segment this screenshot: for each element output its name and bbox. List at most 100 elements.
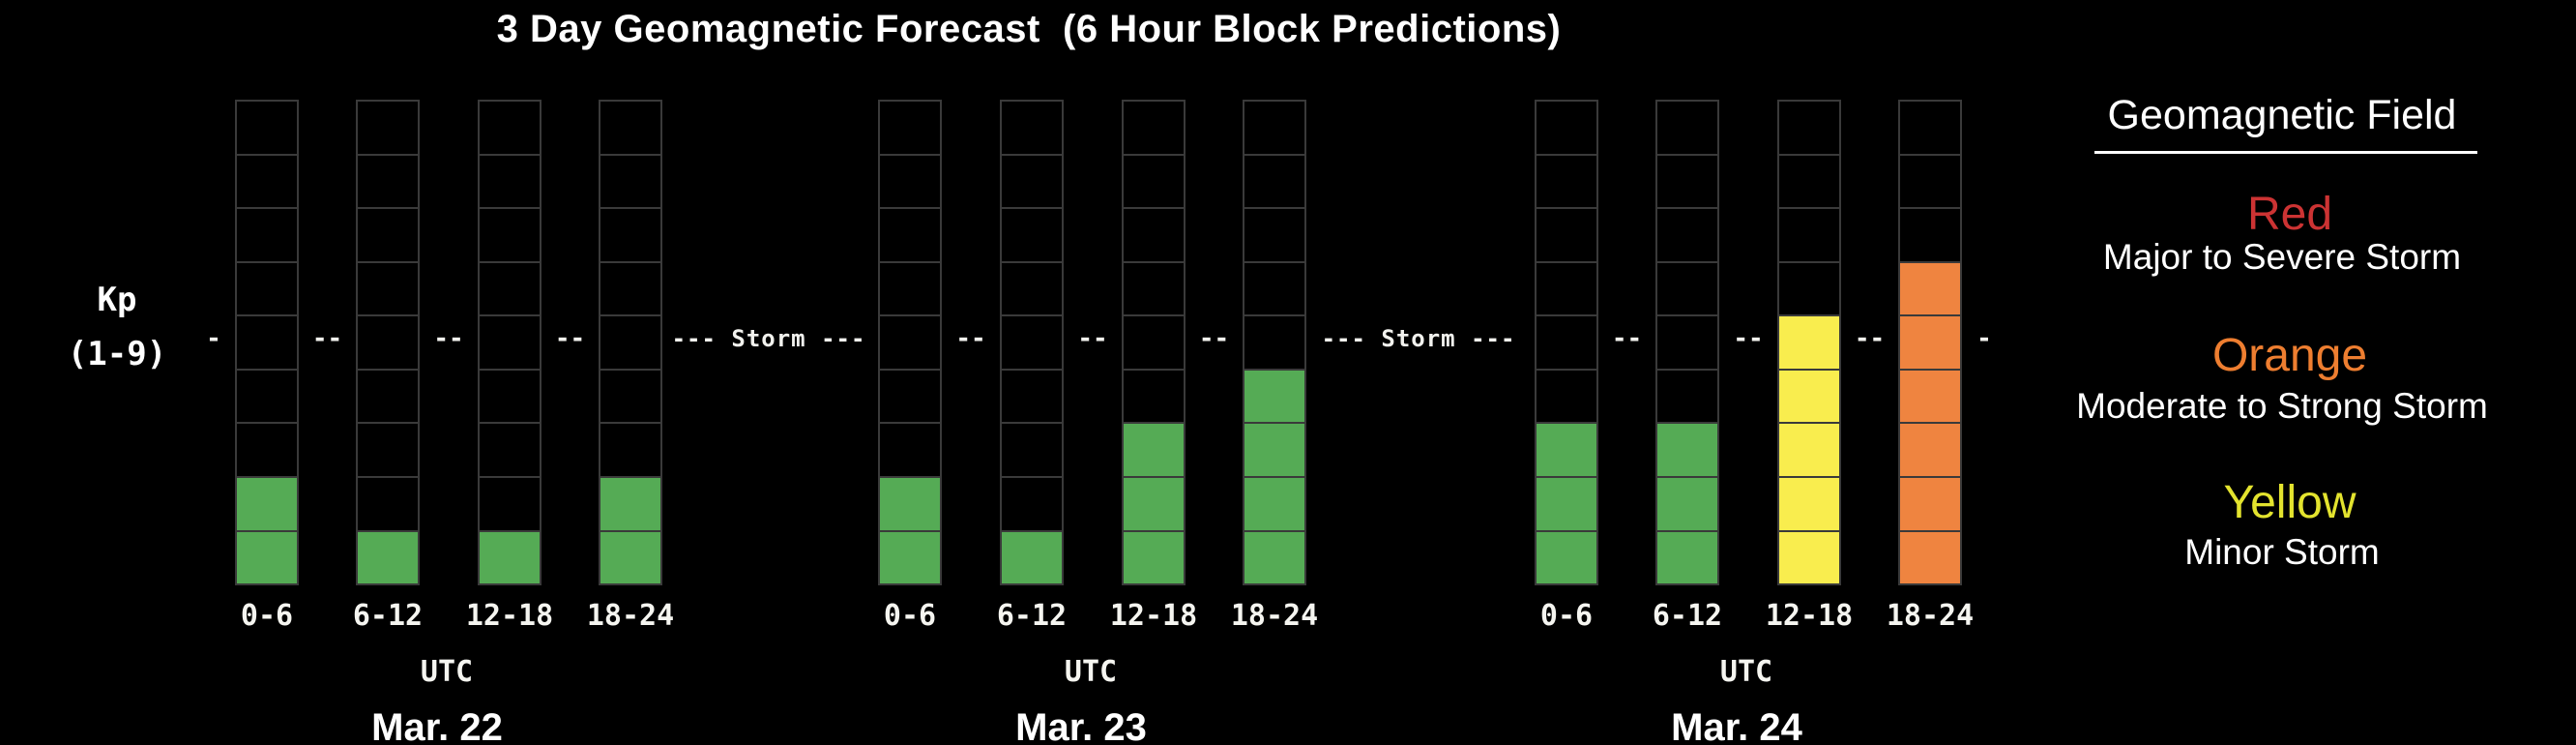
kp-cell: [1002, 531, 1062, 584]
kp-cell: [600, 371, 660, 425]
kp-cell: [1244, 370, 1304, 425]
storm-level-dash: --: [554, 324, 586, 353]
hour-block-label: 6-12: [352, 599, 424, 633]
kp-cell: [880, 477, 940, 532]
storm-level-dash: --: [311, 324, 343, 353]
kp-cell: [358, 531, 418, 584]
kp-cell: [1244, 263, 1304, 317]
kp-cell: [1124, 156, 1184, 210]
kp-cell: [1900, 477, 1960, 532]
kp-cell: [1124, 263, 1184, 317]
kp-cell: [1900, 316, 1960, 371]
kp-cell: [1124, 531, 1184, 584]
kp-bar-day3-12-18: [1777, 100, 1841, 585]
kp-cell: [1244, 316, 1304, 371]
kp-cell: [237, 209, 297, 263]
kp-cell: [1002, 478, 1062, 532]
legend-red-description: Major to Severe Storm: [2102, 237, 2462, 277]
kp-cell: [1657, 209, 1717, 263]
kp-cell: [1537, 371, 1596, 425]
kp-cell: [480, 478, 540, 532]
storm-level-dash: --: [1611, 324, 1643, 353]
legend-yellow-label: Yellow: [2223, 477, 2356, 528]
hour-block-label: 0-6: [1539, 599, 1594, 633]
kp-cell: [600, 316, 660, 371]
kp-cell: [1002, 102, 1062, 156]
chart-title: 3 Day Geomagnetic Forecast (6 Hour Block…: [496, 8, 1562, 50]
kp-bar-day3-0-6: [1535, 100, 1598, 585]
storm-level-dash: --: [1733, 324, 1764, 353]
kp-bar-day2-12-18: [1122, 100, 1186, 585]
utc-label: UTC: [1064, 655, 1118, 689]
kp-cell: [1244, 531, 1304, 584]
kp-cell: [237, 424, 297, 478]
kp-cell: [880, 102, 940, 156]
hour-block-label: 12-18: [1109, 599, 1198, 633]
kp-bar-day3-18-24: [1898, 100, 1962, 585]
legend-orange-label: Orange: [2211, 330, 2368, 381]
hour-block-label: 0-6: [240, 599, 294, 633]
kp-cell: [237, 263, 297, 317]
storm-level-dash-leading: -: [206, 324, 221, 353]
kp-bar-day3-6-12: [1655, 100, 1719, 585]
hour-block-label: 6-12: [1652, 599, 1723, 633]
kp-cell: [880, 156, 940, 210]
kp-cell: [1537, 477, 1596, 532]
kp-cell: [1900, 209, 1960, 263]
kp-cell: [358, 263, 418, 317]
legend-red-label: Red: [2246, 189, 2333, 240]
kp-cell: [880, 209, 940, 263]
kp-cell: [1244, 477, 1304, 532]
kp-cell: [600, 209, 660, 263]
kp-cell: [480, 209, 540, 263]
kp-cell: [1900, 262, 1960, 317]
kp-cell: [1657, 156, 1717, 210]
storm-level-dash: --: [1198, 324, 1230, 353]
kp-cell: [1900, 424, 1960, 478]
kp-cell: [600, 156, 660, 210]
kp-cell: [237, 102, 297, 156]
kp-cell: [1779, 156, 1839, 210]
legend-heading: Geomagnetic Field: [2107, 92, 2457, 138]
kp-cell: [600, 102, 660, 156]
kp-cell: [600, 477, 660, 532]
kp-cell: [1002, 156, 1062, 210]
legend-orange-description: Moderate to Strong Storm: [2076, 386, 2488, 426]
kp-cell: [1657, 263, 1717, 317]
kp-cell: [1537, 156, 1596, 210]
kp-cell: [1244, 156, 1304, 210]
kp-cell: [1657, 424, 1717, 478]
kp-cell: [480, 102, 540, 156]
kp-cell: [1124, 477, 1184, 532]
date-label: Mar. 23: [1015, 706, 1147, 745]
kp-cell: [1244, 102, 1304, 156]
storm-level-label: --- Storm ---: [671, 325, 866, 352]
kp-cell: [1779, 477, 1839, 532]
kp-cell: [1657, 316, 1717, 371]
kp-cell: [600, 263, 660, 317]
kp-cell: [1779, 424, 1839, 478]
kp-cell: [1244, 209, 1304, 263]
kp-cell: [358, 478, 418, 532]
kp-cell: [1124, 102, 1184, 156]
kp-cell: [1002, 209, 1062, 263]
kp-bar-day1-12-18: [478, 100, 542, 585]
legend-heading-underline: [2094, 151, 2477, 154]
kp-cell: [1537, 316, 1596, 371]
kp-cell: [880, 424, 940, 478]
kp-cell: [1779, 263, 1839, 317]
kp-cell: [1124, 209, 1184, 263]
hour-block-label: 0-6: [883, 599, 937, 633]
kp-cell: [358, 371, 418, 425]
kp-cell: [358, 316, 418, 371]
kp-cell: [1900, 531, 1960, 584]
kp-cell: [358, 156, 418, 210]
kp-bar-day2-6-12: [1000, 100, 1064, 585]
storm-level-dash: --: [1854, 324, 1886, 353]
date-label: Mar. 24: [1671, 706, 1802, 745]
kp-cell: [358, 424, 418, 478]
kp-cell: [1779, 102, 1839, 156]
kp-cell: [1900, 102, 1960, 156]
kp-cell: [1779, 316, 1839, 371]
